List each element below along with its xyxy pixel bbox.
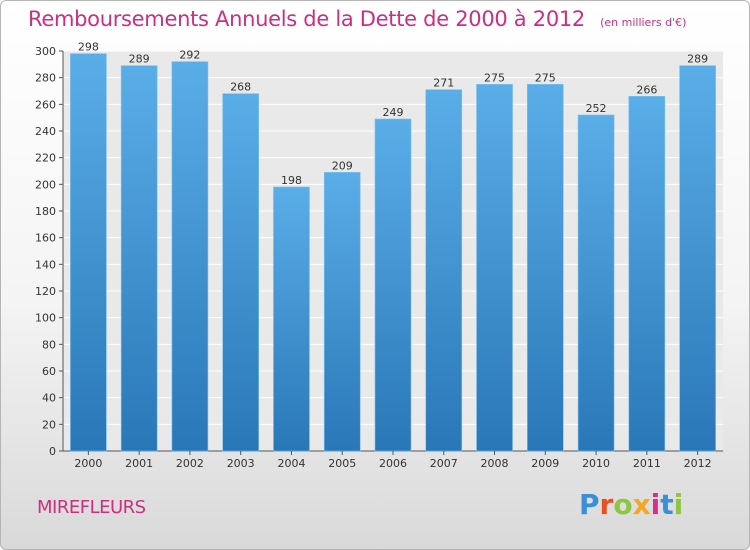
commune-name: MIREFLEURS	[37, 497, 146, 518]
x-tick-label: 2006	[379, 457, 407, 470]
y-tick-label: 300	[35, 45, 56, 58]
y-tick-label: 240	[35, 125, 56, 138]
bar	[628, 96, 666, 452]
data-label: 209	[332, 159, 353, 172]
data-label: 289	[129, 53, 150, 66]
bar	[222, 93, 259, 452]
data-label: 198	[281, 174, 302, 187]
bar	[70, 53, 107, 452]
logo-letter: i	[650, 488, 661, 521]
x-tick-label: 2004	[277, 457, 305, 470]
logo-letter: t	[660, 488, 674, 521]
x-tick-label: 2012	[684, 457, 712, 470]
y-tick-label: 40	[42, 392, 56, 405]
x-tick-label: 2002	[176, 457, 204, 470]
title-row: Remboursements Annuels de la Dette de 20…	[28, 7, 686, 31]
y-tick-label: 100	[35, 312, 56, 325]
data-label: 275	[535, 71, 556, 84]
y-tick-label: 120	[35, 285, 56, 298]
y-tick-label: 0	[49, 445, 56, 458]
bar	[323, 172, 361, 452]
data-label: 249	[383, 106, 404, 119]
x-tick-label: 2000	[74, 457, 102, 470]
chart-title: Remboursements Annuels de la Dette de 20…	[28, 7, 585, 31]
x-tick-label: 2003	[227, 457, 255, 470]
unit-label: (en milliers d'€)	[600, 16, 687, 29]
y-tick-label: 80	[42, 338, 56, 351]
x-tick-label: 2009	[531, 457, 559, 470]
logo-letter: P	[579, 488, 600, 521]
y-tick-label: 260	[35, 98, 56, 111]
bar	[425, 89, 463, 452]
x-tick-label: 2010	[582, 457, 610, 470]
bar	[374, 118, 412, 452]
data-label: 266	[636, 83, 657, 96]
y-tick-label: 220	[35, 152, 56, 165]
data-label: 292	[179, 49, 200, 62]
y-tick-label: 280	[35, 72, 56, 85]
bar	[679, 65, 716, 452]
x-tick-label: 2005	[328, 457, 356, 470]
bar	[577, 114, 615, 452]
x-tick-label: 2007	[430, 457, 458, 470]
y-tick-label: 140	[35, 258, 56, 271]
proxiti-logo: Proxiti	[579, 488, 683, 521]
data-label: 275	[484, 71, 505, 84]
bar	[273, 186, 310, 452]
data-label: 271	[433, 77, 454, 90]
logo-letter: x	[632, 488, 651, 521]
bar	[171, 61, 209, 452]
bar	[120, 65, 158, 452]
y-tick-label: 60	[42, 365, 56, 378]
bar	[476, 84, 513, 452]
y-tick-label: 180	[35, 205, 56, 218]
x-tick-label: 2001	[125, 457, 153, 470]
x-tick-label: 2011	[633, 457, 661, 470]
data-label: 298	[78, 41, 99, 54]
y-tick-label: 20	[42, 418, 56, 431]
data-label: 289	[687, 53, 708, 66]
logo-letter: r	[599, 488, 614, 521]
logo-letter: o	[613, 488, 633, 521]
y-tick-label: 200	[35, 178, 56, 191]
bar	[527, 84, 564, 452]
x-tick-label: 2008	[481, 457, 509, 470]
data-label: 252	[586, 102, 607, 115]
y-tick-label: 160	[35, 232, 56, 245]
data-label: 268	[230, 81, 251, 94]
logo-letter: i	[673, 488, 684, 521]
